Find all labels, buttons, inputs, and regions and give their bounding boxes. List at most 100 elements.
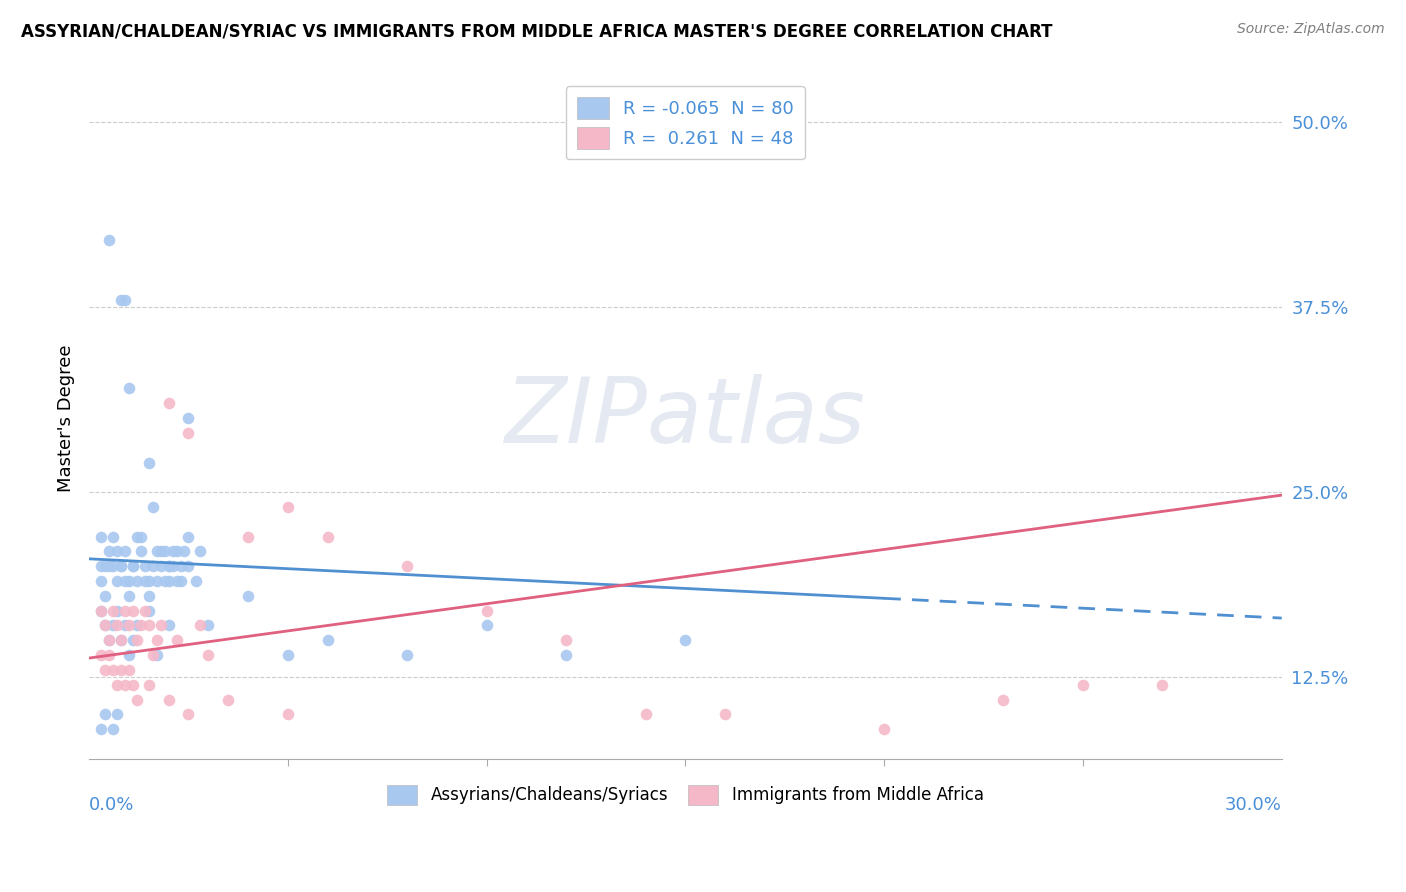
- Point: [873, 722, 896, 736]
- Point: [90, 604, 112, 618]
- Point: [94, 618, 117, 632]
- Point: [110, 633, 132, 648]
- Point: [134, 574, 156, 588]
- Point: [94, 663, 117, 677]
- Point: [90, 574, 112, 588]
- Point: [118, 648, 141, 662]
- Point: [475, 618, 498, 632]
- Point: [101, 559, 124, 574]
- Point: [153, 544, 176, 558]
- Point: [177, 530, 200, 544]
- Point: [97, 233, 120, 247]
- Point: [118, 382, 141, 396]
- Point: [129, 544, 152, 558]
- Point: [277, 500, 299, 514]
- Point: [149, 544, 172, 558]
- Point: [166, 633, 188, 648]
- Point: [121, 633, 143, 648]
- Point: [277, 707, 299, 722]
- Point: [157, 396, 180, 410]
- Text: 0.0%: 0.0%: [89, 797, 135, 814]
- Point: [90, 604, 112, 618]
- Point: [110, 633, 132, 648]
- Point: [138, 618, 160, 632]
- Point: [94, 707, 117, 722]
- Point: [118, 589, 141, 603]
- Point: [110, 559, 132, 574]
- Point: [162, 559, 184, 574]
- Point: [145, 544, 167, 558]
- Point: [169, 574, 191, 588]
- Point: [125, 530, 148, 544]
- Point: [993, 692, 1015, 706]
- Point: [166, 574, 188, 588]
- Point: [236, 530, 259, 544]
- Point: [114, 678, 136, 692]
- Point: [101, 618, 124, 632]
- Point: [145, 574, 167, 588]
- Point: [118, 574, 141, 588]
- Point: [177, 425, 200, 440]
- Point: [475, 604, 498, 618]
- Point: [149, 618, 172, 632]
- Point: [121, 559, 143, 574]
- Point: [114, 574, 136, 588]
- Point: [90, 648, 112, 662]
- Text: ZIPatlas: ZIPatlas: [505, 374, 866, 462]
- Point: [177, 411, 200, 425]
- Point: [190, 618, 212, 632]
- Point: [118, 663, 141, 677]
- Point: [101, 530, 124, 544]
- Point: [316, 530, 339, 544]
- Point: [138, 574, 160, 588]
- Point: [190, 544, 212, 558]
- Point: [94, 589, 117, 603]
- Point: [114, 544, 136, 558]
- Point: [105, 678, 128, 692]
- Point: [145, 648, 167, 662]
- Point: [114, 293, 136, 307]
- Point: [142, 559, 165, 574]
- Point: [138, 604, 160, 618]
- Point: [129, 618, 152, 632]
- Point: [396, 559, 419, 574]
- Point: [142, 648, 165, 662]
- Point: [177, 559, 200, 574]
- Point: [634, 707, 657, 722]
- Point: [153, 574, 176, 588]
- Point: [90, 722, 112, 736]
- Point: [125, 692, 148, 706]
- Point: [114, 604, 136, 618]
- Point: [186, 574, 208, 588]
- Point: [105, 544, 128, 558]
- Point: [125, 574, 148, 588]
- Point: [90, 559, 112, 574]
- Point: [105, 574, 128, 588]
- Point: [134, 604, 156, 618]
- Point: [396, 648, 419, 662]
- Point: [673, 633, 696, 648]
- Point: [101, 663, 124, 677]
- Point: [316, 633, 339, 648]
- Point: [121, 559, 143, 574]
- Point: [157, 574, 180, 588]
- Point: [714, 707, 737, 722]
- Point: [97, 633, 120, 648]
- Text: ASSYRIAN/CHALDEAN/SYRIAC VS IMMIGRANTS FROM MIDDLE AFRICA MASTER'S DEGREE CORREL: ASSYRIAN/CHALDEAN/SYRIAC VS IMMIGRANTS F…: [21, 22, 1053, 40]
- Point: [162, 544, 184, 558]
- Point: [138, 589, 160, 603]
- Point: [97, 648, 120, 662]
- Point: [236, 589, 259, 603]
- Point: [142, 500, 165, 514]
- Point: [173, 544, 195, 558]
- Point: [177, 707, 200, 722]
- Point: [101, 604, 124, 618]
- Point: [94, 559, 117, 574]
- Point: [105, 618, 128, 632]
- Point: [125, 618, 148, 632]
- Point: [138, 456, 160, 470]
- Text: 30.0%: 30.0%: [1225, 797, 1282, 814]
- Point: [157, 618, 180, 632]
- Point: [129, 530, 152, 544]
- Point: [121, 604, 143, 618]
